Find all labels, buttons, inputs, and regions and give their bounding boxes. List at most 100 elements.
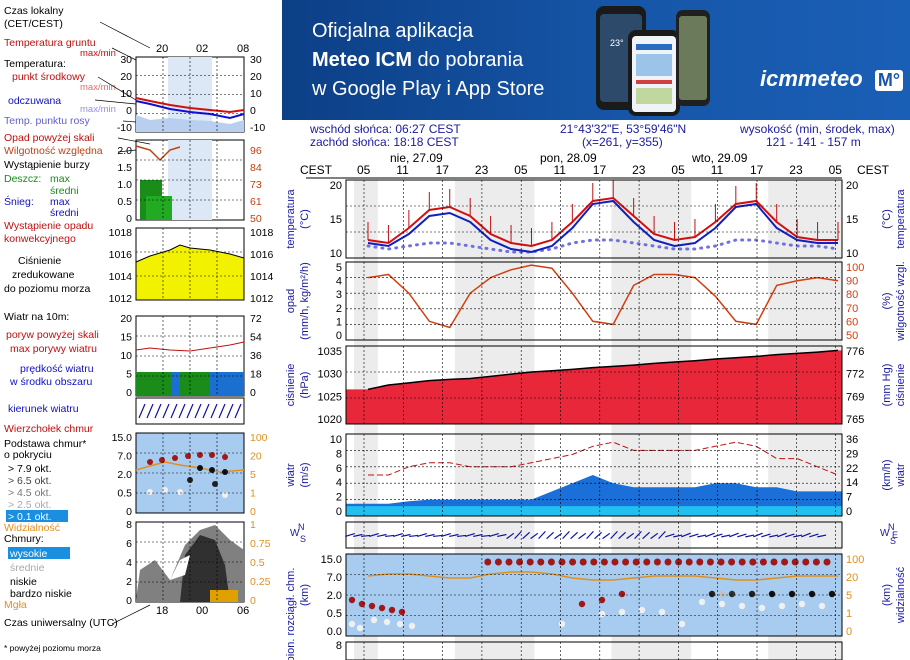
tz-label-right: CEST	[857, 163, 890, 177]
legend-pressure-grid	[136, 228, 244, 300]
cloud-base-dot	[758, 604, 766, 612]
legend-tick-right: 10	[250, 88, 262, 100]
legend-wind-arrow	[178, 403, 186, 419]
tick-left: 4	[336, 276, 342, 288]
wind-arrow	[377, 533, 387, 538]
panel-frame	[345, 521, 843, 549]
legend-utc-ticks: 18 00 06	[156, 605, 249, 617]
cloud-base-dot	[408, 622, 416, 630]
legend-conv: konwekcyjnego	[4, 233, 76, 245]
cloud-top-dot	[526, 558, 534, 566]
legend-tick-left: 8	[126, 519, 132, 531]
wind-arrow	[586, 530, 594, 540]
legend-wind-green	[136, 372, 172, 396]
tick-right: 765	[846, 414, 864, 426]
legend-local-tick: 08	[237, 43, 249, 55]
legend-tick-right: 100	[250, 432, 268, 444]
legend-tick-right: 1	[250, 519, 256, 531]
cloud-unit-left: (km)	[299, 584, 311, 606]
tick-left: 2	[336, 303, 342, 315]
cloud-top-dot	[590, 558, 598, 566]
legend-hum: Wilgotność względna	[4, 145, 103, 157]
legend-precip-grid	[136, 140, 244, 220]
cloud-top-dot	[696, 558, 704, 566]
legend-fog-bars	[210, 590, 238, 602]
legend-wind-arrow	[226, 403, 234, 419]
legend-tick-left: 5	[126, 369, 132, 381]
tick-right: 0	[846, 626, 852, 638]
wind-arrow	[705, 532, 715, 538]
wind-arrow	[481, 534, 491, 538]
app-banner[interactable]: Oficjalna aplikacja Meteo ICM do pobrani…	[282, 0, 910, 120]
grid-text: (x=261, y=355)	[582, 135, 663, 149]
legend-tick-right: 5	[250, 469, 256, 481]
legend-wind-arrow	[234, 403, 242, 419]
legend-cover-vlow	[180, 535, 230, 602]
legend-tick-right: 36	[250, 350, 262, 362]
cloud-base-dot	[728, 590, 736, 598]
legend-pressure-l1: Ciśnienie	[18, 255, 61, 267]
tick-right: 776	[846, 346, 864, 358]
wind-arrow	[594, 531, 602, 540]
tick-right: 769	[846, 391, 864, 403]
wind-arrow	[761, 533, 771, 538]
panel-frame	[345, 179, 843, 259]
tick-right: 7	[846, 492, 852, 504]
wind-arrow	[353, 533, 363, 538]
wind-low-band	[346, 506, 842, 516]
cloud-unit-right: (km)	[881, 584, 893, 606]
legend-o01: > 0.1 okt.	[8, 511, 52, 523]
wind-arrow	[801, 532, 811, 538]
wind-arrow	[817, 534, 827, 538]
legend-cloud-dot	[159, 457, 165, 463]
wind-arrow	[793, 534, 803, 538]
legend-o65: > 6.5 okt.	[8, 475, 52, 487]
wind-arrow	[441, 532, 451, 538]
tick-left: 8	[336, 640, 342, 652]
legend-tick-right: 18	[250, 369, 262, 381]
precip-unit-right: (%)	[881, 292, 893, 309]
legend-tick-left: 2.0	[117, 469, 132, 481]
elevation-values: 121 - 141 - 157 m	[766, 135, 861, 149]
cloud-base-dot	[378, 604, 386, 612]
legend-tick-left: 2	[126, 576, 132, 588]
tick-left: 1025	[318, 391, 342, 403]
legend-clouds-grid	[136, 433, 244, 513]
legend-vis-line	[135, 461, 245, 473]
legend-wind-arrows	[138, 403, 242, 419]
legend-wind-arrow	[218, 403, 226, 419]
cloud-top-dot	[749, 558, 757, 566]
tick-left: 1030	[318, 369, 342, 381]
cloud-base-dot	[558, 620, 566, 628]
legend-gust-line	[135, 341, 245, 352]
compass-s-left: S	[300, 534, 306, 544]
legend-tick-right: 0.5	[250, 557, 265, 569]
legend-tick-left: 1016	[109, 249, 133, 261]
legend-tick-left: 0	[126, 595, 132, 607]
cloud-top-dot	[759, 558, 767, 566]
wind-unit-right: (km/h)	[881, 459, 893, 490]
cloud-top-dot	[728, 558, 736, 566]
compass-n-right: N	[888, 522, 895, 532]
cloud-top-dot	[537, 558, 545, 566]
hour-label: 11	[711, 163, 724, 177]
cloud-base-dot	[368, 602, 376, 610]
legend-wind-dir-box	[135, 397, 245, 425]
legend-o25: > 2.5 okt.	[8, 499, 52, 511]
cloud-top-dot	[664, 558, 672, 566]
wind-ylabel-right: wiatr	[895, 463, 907, 488]
legend-tick-left: 30	[120, 54, 132, 66]
pressure-ylabel-left: ciśnienie	[285, 364, 297, 407]
legend-tick-left: 15.0	[112, 432, 133, 444]
legend-cloud-dot	[147, 459, 153, 465]
legend-wind-arrow	[210, 403, 218, 419]
wind-arrow	[602, 532, 611, 540]
legend-wind-arrow	[162, 403, 170, 419]
wind-arrow	[538, 530, 546, 540]
tick-left: 0.0	[327, 626, 342, 638]
wind-arrow	[562, 530, 570, 540]
wind-arrow	[753, 532, 763, 538]
tick-left: 1	[336, 316, 342, 328]
